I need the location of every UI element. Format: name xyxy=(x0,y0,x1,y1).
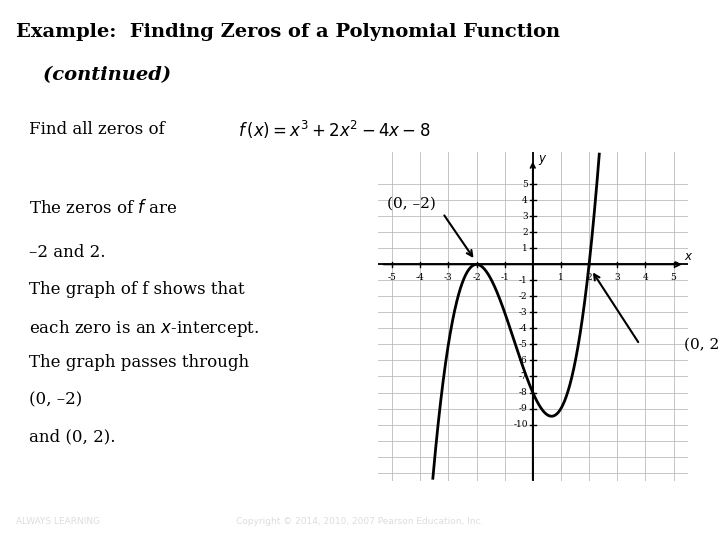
Text: -5: -5 xyxy=(387,273,397,282)
Text: 3: 3 xyxy=(614,273,620,282)
Text: -1: -1 xyxy=(519,276,528,285)
Text: 3: 3 xyxy=(522,212,528,221)
Text: 4: 4 xyxy=(642,273,648,282)
Text: -4: -4 xyxy=(519,324,528,333)
Text: PEARSON: PEARSON xyxy=(547,514,634,528)
Text: (0, –2): (0, –2) xyxy=(387,197,436,211)
Text: 4: 4 xyxy=(522,196,528,205)
Text: -10: -10 xyxy=(513,420,528,429)
Text: 1: 1 xyxy=(558,273,564,282)
Text: -7: -7 xyxy=(519,372,528,381)
Text: and (0, 2).: and (0, 2). xyxy=(29,428,115,446)
Text: -1: -1 xyxy=(500,273,509,282)
Text: -5: -5 xyxy=(519,340,528,349)
Text: The graph passes through: The graph passes through xyxy=(29,354,249,372)
Text: 2: 2 xyxy=(522,228,528,237)
Text: -8: -8 xyxy=(519,388,528,397)
Text: $f\,(x) = x^3 + 2x^2 - 4x - 8$: $f\,(x) = x^3 + 2x^2 - 4x - 8$ xyxy=(238,118,430,140)
Text: The graph of f shows that: The graph of f shows that xyxy=(29,281,244,298)
Text: 11: 11 xyxy=(675,514,693,528)
Text: -3: -3 xyxy=(444,273,453,282)
Text: 5: 5 xyxy=(670,273,677,282)
Text: $y$: $y$ xyxy=(539,153,548,167)
Text: Find all zeros of: Find all zeros of xyxy=(29,120,165,138)
Text: 1: 1 xyxy=(522,244,528,253)
Text: -3: -3 xyxy=(519,308,528,317)
Text: -9: -9 xyxy=(519,404,528,413)
Text: (continued): (continued) xyxy=(16,66,171,84)
Text: -2: -2 xyxy=(472,273,481,282)
Text: (0, 2): (0, 2) xyxy=(684,338,720,352)
Text: 2: 2 xyxy=(586,273,592,282)
Text: -2: -2 xyxy=(519,292,528,301)
Text: The zeros of $f$ are: The zeros of $f$ are xyxy=(29,199,178,217)
Text: Example:  Finding Zeros of a Polynomial Function: Example: Finding Zeros of a Polynomial F… xyxy=(16,23,560,41)
Text: -4: -4 xyxy=(416,273,425,282)
Text: $x$: $x$ xyxy=(684,250,693,263)
Text: (0, –2): (0, –2) xyxy=(29,392,82,408)
Text: -6: -6 xyxy=(519,356,528,365)
Text: –2 and 2.: –2 and 2. xyxy=(29,244,105,261)
Text: 5: 5 xyxy=(522,180,528,189)
Text: ALWAYS LEARNING: ALWAYS LEARNING xyxy=(16,517,99,525)
Text: Copyright © 2014, 2010, 2007 Pearson Education, Inc.: Copyright © 2014, 2010, 2007 Pearson Edu… xyxy=(236,517,484,525)
Text: each zero is an $x$-intercept.: each zero is an $x$-intercept. xyxy=(29,318,259,339)
